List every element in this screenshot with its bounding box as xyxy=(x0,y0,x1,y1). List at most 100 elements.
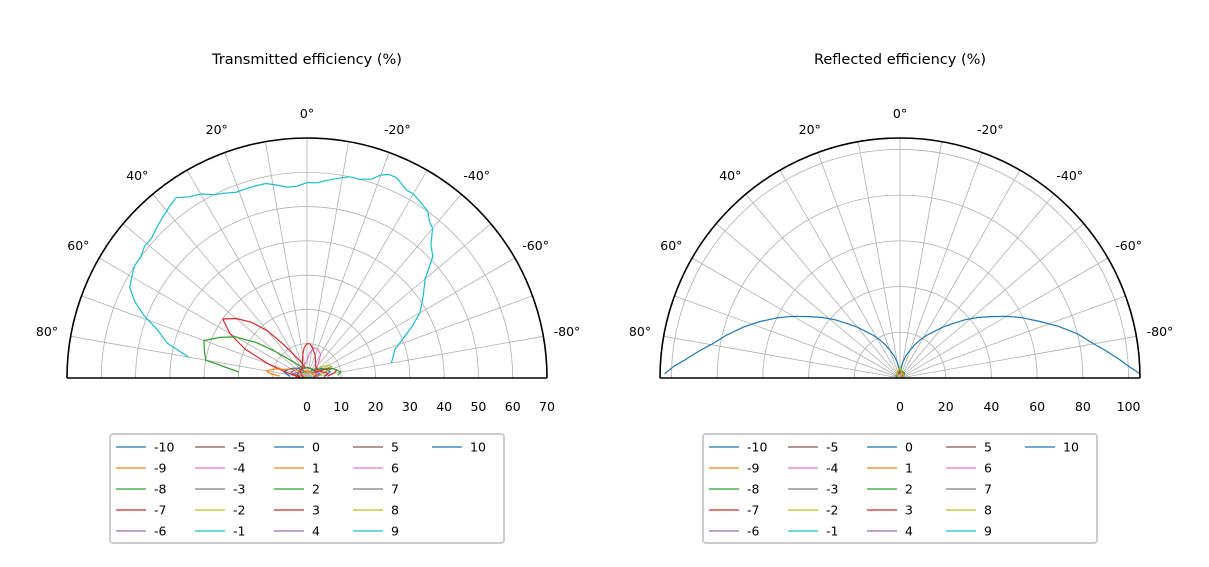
series-line--10 xyxy=(664,315,1141,375)
legend-label: 2 xyxy=(905,482,913,497)
series-line--1 xyxy=(129,173,434,364)
grid-spoke xyxy=(98,257,308,379)
grid-ring xyxy=(238,309,376,379)
legend-label: 10 xyxy=(470,440,486,455)
grid-spoke xyxy=(899,141,943,379)
legend-label: 1 xyxy=(905,461,913,476)
theta-tick-label: -80° xyxy=(554,324,581,339)
grid-spoke xyxy=(745,193,901,379)
r-tick-label: 60 xyxy=(1029,399,1045,414)
series-line--8 xyxy=(203,336,342,376)
legend-label: -8 xyxy=(747,482,760,497)
grid-ring xyxy=(853,332,947,379)
polar-chart-2: Reflected efficiency (%) 80° 60° 40° 20° 0° -2… xyxy=(629,52,1174,544)
grid-spoke xyxy=(817,152,901,379)
legend-label: 9 xyxy=(391,524,399,539)
grid-spoke xyxy=(899,257,1109,379)
legend-label: -6 xyxy=(154,524,167,539)
grid-spoke xyxy=(186,169,308,379)
series-line-3 xyxy=(299,343,328,378)
legend-label: 9 xyxy=(984,524,992,539)
theta-tick-label: 0° xyxy=(300,106,314,121)
grid-spoke xyxy=(122,223,308,379)
grid-spoke xyxy=(306,169,428,379)
grid-spoke xyxy=(224,152,308,379)
legend-label: -1 xyxy=(826,524,838,539)
grid-spoke xyxy=(306,295,533,379)
series-line--2 xyxy=(896,366,905,379)
legend-label: 8 xyxy=(391,503,399,518)
grid-spoke xyxy=(899,295,1126,379)
legend-label: 5 xyxy=(984,440,992,455)
r-tick-label: 20 xyxy=(368,399,384,414)
r-tick-label: 50 xyxy=(470,399,486,414)
grid-spoke xyxy=(306,335,544,379)
legend-label: -8 xyxy=(154,482,167,497)
grid-spoke xyxy=(691,257,901,379)
grid-spoke xyxy=(306,223,492,379)
theta-tick-label: 60° xyxy=(660,238,682,253)
legend-label: -5 xyxy=(233,440,245,455)
theta-tick-label: 20° xyxy=(206,122,228,137)
grid-spoke xyxy=(899,152,983,379)
legend-label: -1 xyxy=(233,524,245,539)
legend-label: -7 xyxy=(154,503,166,518)
theta-tick-label: 40° xyxy=(719,168,741,183)
theta-tick-label: 0° xyxy=(893,106,907,121)
legend-label: -4 xyxy=(826,461,839,476)
grid-spoke xyxy=(152,193,308,379)
grid-ring xyxy=(203,274,411,379)
grid-spoke xyxy=(779,169,901,379)
grid-spoke xyxy=(306,193,462,379)
legend-label: -5 xyxy=(826,440,838,455)
theta-tick-label: -20° xyxy=(384,122,411,137)
legend-label: 3 xyxy=(905,503,913,518)
grid-spoke xyxy=(674,295,901,379)
polar-chart-1: Transmitted efficiency (%) 80° 60° 40° 20° 0°… xyxy=(36,52,581,544)
legend-label: 6 xyxy=(984,461,992,476)
series-line--9 xyxy=(265,368,318,378)
legend-label: 5 xyxy=(391,440,399,455)
legend-label: 4 xyxy=(905,524,913,539)
grid-spoke xyxy=(306,152,390,379)
grid-spoke xyxy=(715,223,901,379)
legend-label: -7 xyxy=(747,503,759,518)
grid-ring xyxy=(169,240,445,379)
legend-frame xyxy=(702,433,1098,544)
polar-frame-arc xyxy=(659,137,1141,379)
series-line--7 xyxy=(222,317,338,378)
theta-tick-label: -20° xyxy=(977,122,1004,137)
chart-title: Transmitted efficiency (%) xyxy=(211,52,402,68)
r-tick-label: 60 xyxy=(505,399,521,414)
theta-tick-label: 80° xyxy=(629,324,651,339)
legend-label: 2 xyxy=(312,482,320,497)
theta-tick-label: -80° xyxy=(1147,324,1174,339)
legend-label: -2 xyxy=(233,503,245,518)
legend-label: -9 xyxy=(154,461,167,476)
legend-frame xyxy=(109,433,505,544)
legend-label: 7 xyxy=(391,482,399,497)
r-tick-label: 0 xyxy=(896,399,904,414)
grid-spoke xyxy=(306,257,516,379)
legend-label: -3 xyxy=(826,482,838,497)
grid-ring xyxy=(716,194,1084,379)
legend-label: 3 xyxy=(312,503,320,518)
grid-spoke xyxy=(899,169,1021,379)
r-tick-label: 30 xyxy=(402,399,418,414)
theta-tick-label: -60° xyxy=(1115,238,1142,253)
grid-spoke xyxy=(899,193,1055,379)
legend-label: 1 xyxy=(312,461,320,476)
theta-tick-label: 40° xyxy=(126,168,148,183)
legend-label: 4 xyxy=(312,524,320,539)
r-tick-label: 0 xyxy=(303,399,311,414)
r-tick-label: 70 xyxy=(539,399,555,414)
r-tick-label: 80 xyxy=(1075,399,1091,414)
theta-tick-label: 20° xyxy=(799,122,821,137)
legend-label: -10 xyxy=(154,440,174,455)
r-tick-label: 10 xyxy=(333,399,349,414)
chart-title: Reflected efficiency (%) xyxy=(814,52,986,68)
